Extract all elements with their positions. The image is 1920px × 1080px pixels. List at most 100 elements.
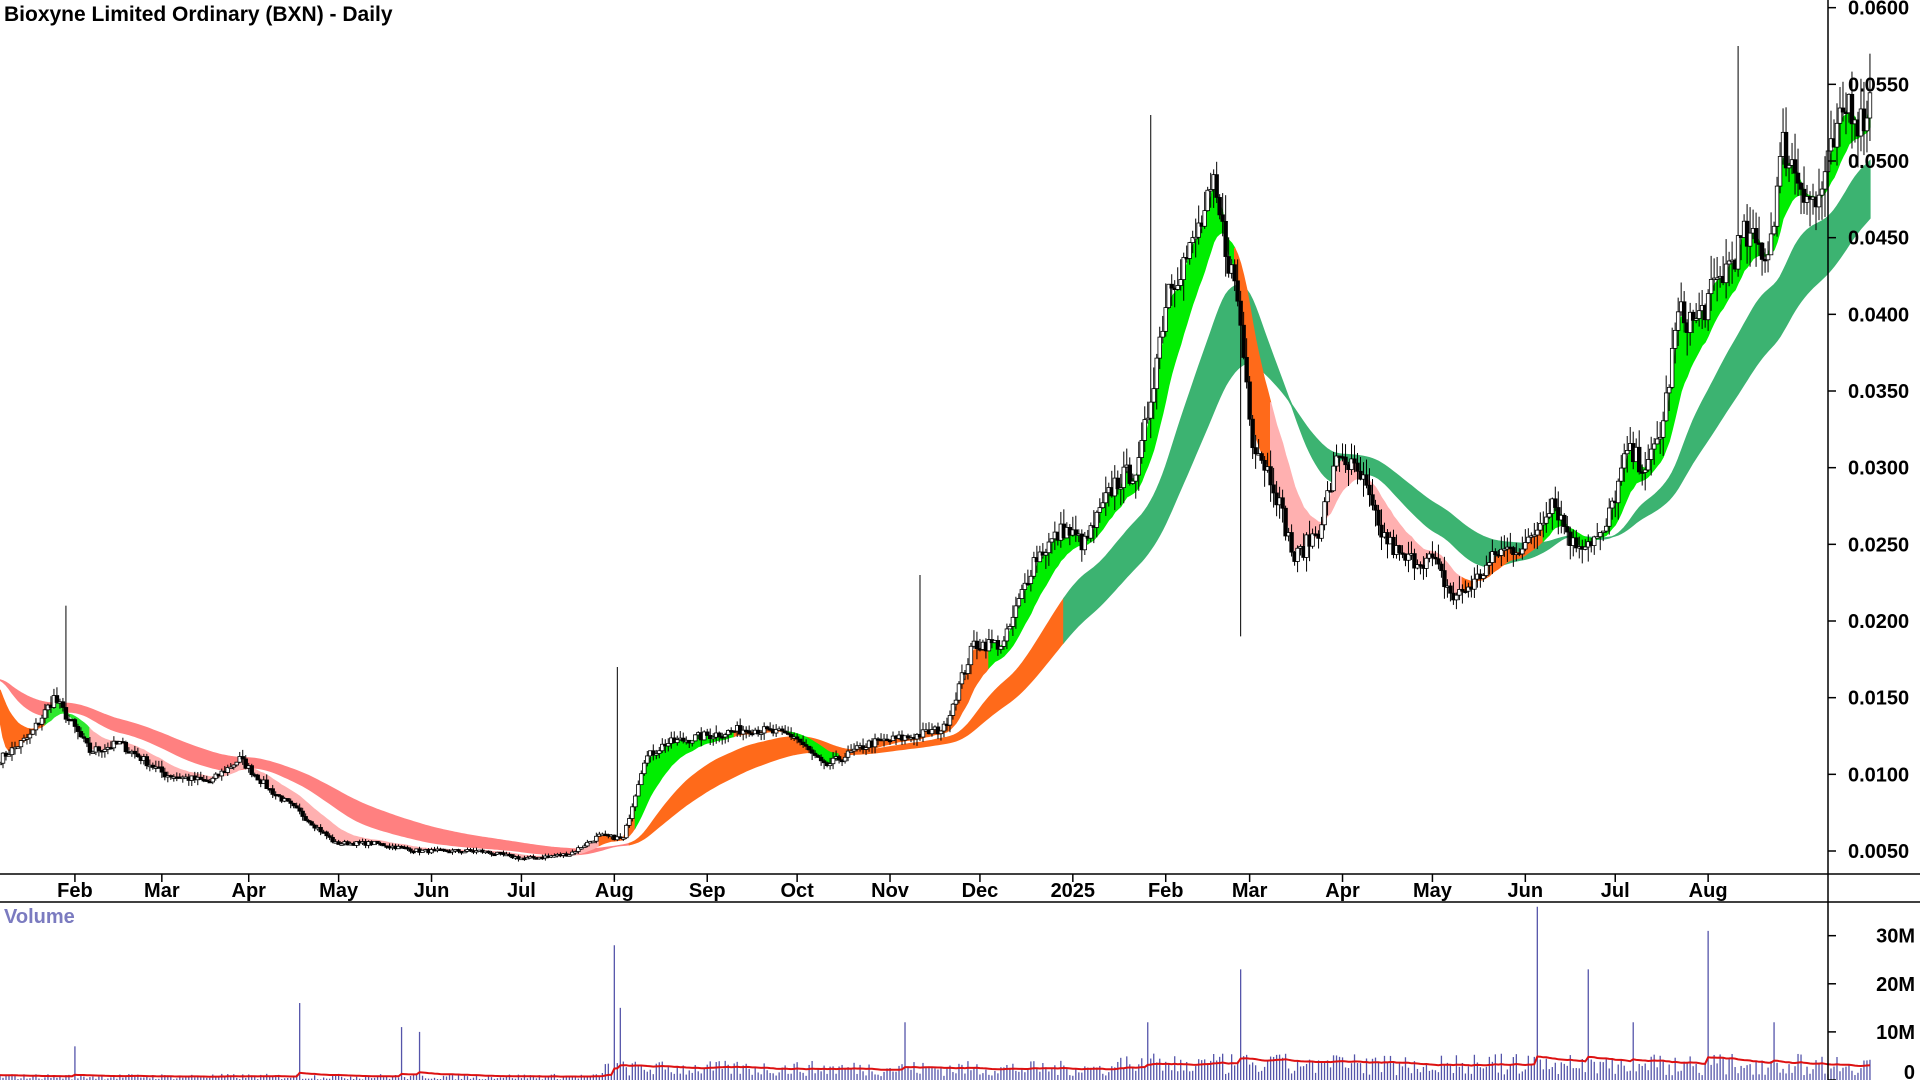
price-bar-body <box>510 854 515 859</box>
price-bar-body <box>318 827 323 833</box>
price-bar-body <box>675 739 680 744</box>
date-tick-label: May <box>1413 880 1453 902</box>
price-bar-body <box>758 732 764 735</box>
price-bar-body <box>1783 131 1789 169</box>
price-bar-body <box>30 729 36 735</box>
price-bar-body <box>1241 324 1246 358</box>
price-bar-body <box>1490 551 1495 563</box>
price-bar-body <box>702 731 707 741</box>
price-bar-body <box>681 737 686 742</box>
price-bar-body <box>1598 532 1603 538</box>
price-bar-body <box>1484 564 1489 576</box>
price-bar-body <box>1088 525 1094 539</box>
chart-title: Bioxyne Limited Ordinary (BXN) - Daily <box>4 3 393 26</box>
price-bar-body <box>1100 502 1105 509</box>
price-bar-body <box>591 840 596 844</box>
price-bar-body <box>144 756 150 767</box>
price-bar-body <box>1654 438 1660 445</box>
price-bar-body <box>836 756 842 761</box>
price-bar-body <box>785 732 791 735</box>
price-bar-body <box>1457 589 1462 596</box>
price-bar-body <box>339 843 344 846</box>
price-bar-body <box>72 719 78 727</box>
price-bar-body <box>1166 283 1171 308</box>
price-bar-body <box>761 726 767 734</box>
price-bar-body <box>219 770 224 777</box>
price-bar-body <box>1816 194 1822 208</box>
date-tick-label: Feb <box>1148 880 1184 902</box>
price-bar-body <box>228 766 233 770</box>
price-bar-body <box>243 758 248 769</box>
price-bar-body <box>863 747 869 750</box>
price-bar-body <box>15 746 21 749</box>
price-bar-body <box>408 848 413 852</box>
price-bar-body <box>1535 529 1540 536</box>
price-bar-body <box>1625 450 1630 455</box>
price-bar-body <box>905 735 911 739</box>
volume-tick-label: 20M <box>1876 974 1915 996</box>
price-bar-body <box>1205 189 1210 212</box>
volume-tick-label: 10M <box>1876 1022 1915 1044</box>
price-bar-body <box>938 730 944 735</box>
price-bar-body <box>1637 446 1642 473</box>
price-bar-body <box>705 731 710 736</box>
price-bar-body <box>237 756 242 763</box>
price-bar-body <box>531 856 536 859</box>
price-bar-body <box>624 824 629 839</box>
price-bar-body <box>1610 500 1615 509</box>
price-bar-body <box>84 737 90 744</box>
price-bar-body <box>225 767 230 773</box>
price-tick-label: 0.0600 <box>1848 0 1909 20</box>
price-bar-body <box>1538 523 1543 531</box>
price-bar-body <box>249 765 254 775</box>
price-bar-body <box>1223 220 1228 257</box>
price-bar-body <box>27 733 33 739</box>
price-bar-body <box>806 745 812 751</box>
price-bar-body <box>1349 458 1354 470</box>
price-bar-body <box>1651 443 1657 450</box>
price-tick-label: 0.0200 <box>1848 611 1909 633</box>
volume-axis-ticks: 30M 20M 10M 0 <box>1828 926 1915 1080</box>
price-bar-body <box>959 672 965 685</box>
price-bar-body <box>794 736 800 740</box>
price-bar-body <box>998 645 1004 650</box>
price-bar-body <box>872 738 878 748</box>
date-tick-label: Nov <box>871 880 910 902</box>
price-bar-body <box>809 749 815 754</box>
date-tick-label: Jul <box>507 880 536 902</box>
volume-panel-label: Volume <box>4 906 75 928</box>
price-bar-body <box>288 800 293 804</box>
price-bar-body <box>935 726 941 735</box>
price-bar-body <box>594 835 599 842</box>
price-bar-body <box>1007 626 1013 630</box>
price-bar-body <box>1259 453 1264 461</box>
price-bar-body <box>666 743 671 747</box>
date-tick-label: Dec <box>962 880 999 902</box>
price-bar-body <box>642 762 647 775</box>
price-bar-body <box>1430 553 1435 558</box>
date-tick-label: Feb <box>57 880 93 902</box>
price-bar-body <box>1622 453 1627 469</box>
price-bar-body <box>1583 546 1588 550</box>
price-bar-body <box>830 757 836 765</box>
price-bar-body <box>1406 553 1411 561</box>
price-bar-body <box>330 836 335 843</box>
price-bar-body <box>1424 557 1429 569</box>
price-bar-body <box>818 756 824 762</box>
price-bar-body <box>1574 537 1579 549</box>
price-bar-body <box>851 748 857 752</box>
price-bar-body <box>81 736 87 739</box>
date-tick-label: Aug <box>595 880 634 902</box>
price-bar-body <box>1127 464 1132 484</box>
price-tick-label: 0.0050 <box>1848 841 1909 863</box>
price-bar-body <box>1343 456 1348 466</box>
price-bar-body <box>486 850 491 854</box>
price-bar-body <box>1271 484 1276 494</box>
price-bar-body <box>1376 509 1381 526</box>
price-bar-body <box>87 742 93 753</box>
price-bar-body <box>1834 122 1840 148</box>
price-bar-body <box>1592 536 1597 546</box>
price-bar-body <box>60 701 66 708</box>
price-bar-body <box>1687 311 1693 333</box>
price-bar-body <box>1217 197 1222 216</box>
